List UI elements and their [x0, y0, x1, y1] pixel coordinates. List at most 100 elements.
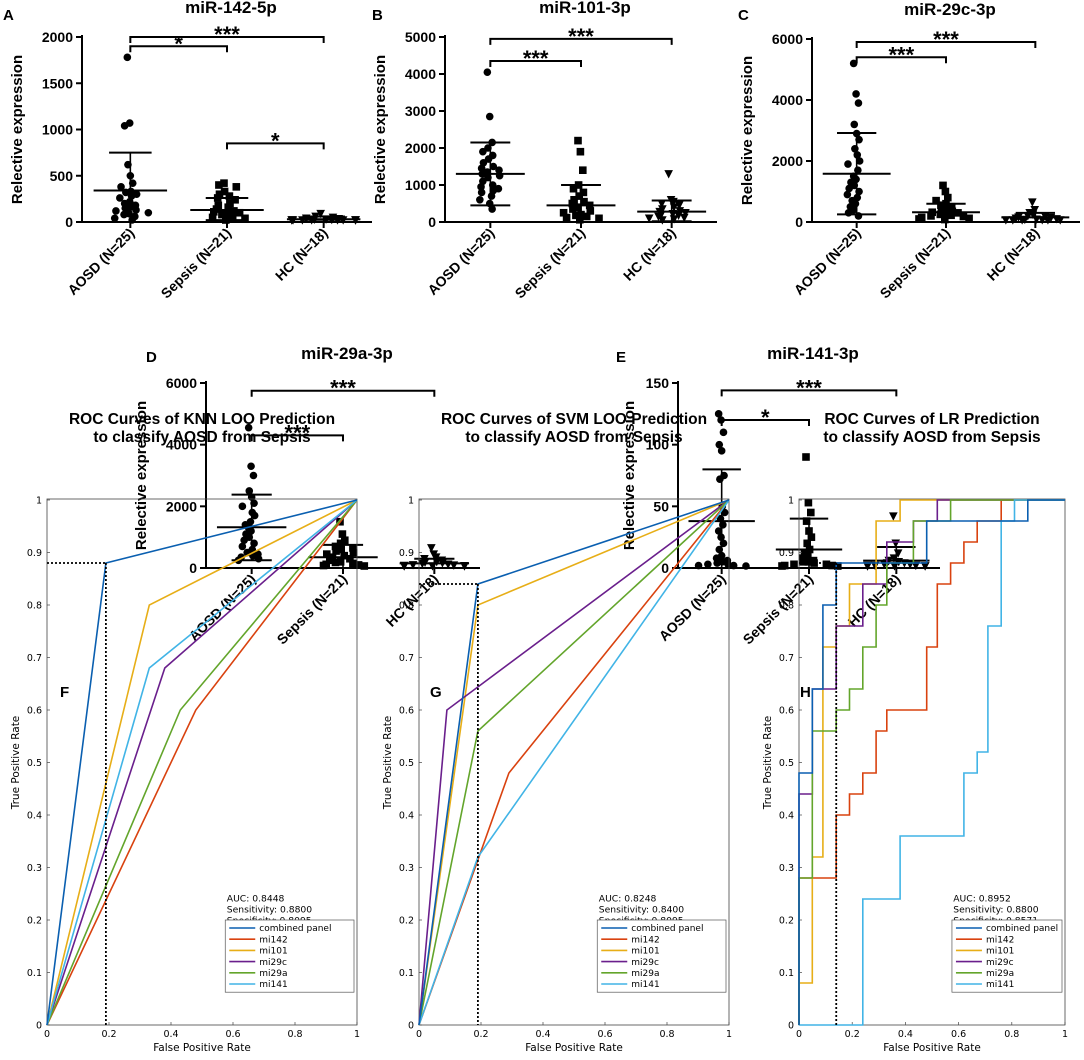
data-point [852, 90, 860, 98]
data-point [802, 517, 811, 525]
y-tick-label: 0.5 [27, 758, 42, 769]
y-tick-label: 0.1 [779, 968, 794, 979]
data-point [477, 164, 486, 173]
y-tick-label: 0.1 [399, 968, 414, 979]
x-tick-label: 0 [416, 1029, 422, 1040]
data-group: Sepsis (N=21) [877, 181, 980, 301]
roc-curve-mi141 [46, 499, 358, 1026]
significance-label: *** [568, 24, 594, 49]
data-point [427, 544, 436, 553]
x-tick-label: Sepsis (N=21) [274, 571, 351, 648]
y-tick-label: 100 [646, 437, 670, 453]
y-tick-label: 0.2 [399, 916, 414, 927]
data-point [855, 157, 864, 165]
data-point [559, 208, 568, 217]
data-point [936, 210, 945, 219]
data-point [110, 214, 119, 223]
y-tick-label: 1500 [42, 75, 73, 91]
data-point [911, 561, 921, 571]
legend-label: mi29c [986, 958, 1014, 968]
y-tick-label: 0.6 [399, 706, 414, 717]
data-point [716, 475, 724, 484]
chart-title-line: to classify AOSD from Sepsis [93, 429, 310, 446]
significance-bracket [720, 389, 898, 397]
data-point [218, 210, 226, 219]
significance-label: *** [284, 420, 310, 445]
y-tick-label: 0.9 [779, 548, 794, 559]
data-point [116, 194, 124, 202]
data-point [336, 539, 345, 548]
panel-letter: B [372, 7, 383, 24]
data-point [338, 530, 347, 538]
data-point [579, 166, 587, 174]
data-point [477, 183, 485, 191]
data-point [724, 560, 732, 569]
data-point [802, 453, 810, 461]
y-axis-label: Relective expression [372, 55, 389, 204]
data-point [870, 561, 880, 571]
x-tick-label: Sepsis (N=21) [740, 571, 817, 648]
x-tick-label: 0.2 [845, 1029, 860, 1040]
data-point [336, 558, 345, 566]
data-point [112, 207, 120, 215]
data-point [927, 212, 935, 220]
y-tick-label: 0.7 [27, 653, 42, 664]
y-axis-label: Relective expression [9, 55, 26, 204]
data-point [959, 212, 968, 221]
panel-letter: E [616, 349, 626, 366]
data-point [332, 547, 340, 555]
roc-curve-mi29c [418, 499, 730, 1026]
data-point [238, 542, 247, 551]
y-tick-label: 2000 [405, 140, 436, 156]
data-group: AOSD (N=25) [791, 59, 891, 298]
data-point [720, 508, 729, 517]
significance-bracket [489, 60, 582, 68]
data-point [845, 184, 853, 193]
data-point [123, 53, 132, 62]
y-axis-label: True Positive Rate [762, 716, 774, 811]
data-point [828, 561, 836, 570]
data-point [224, 203, 232, 211]
y-tick-label: 0.3 [779, 863, 794, 874]
significance-label: *** [796, 375, 822, 400]
data-point [807, 508, 815, 517]
significance-label: *** [888, 42, 914, 67]
y-tick-label: 0.2 [779, 916, 794, 927]
x-tick-label: 1 [1062, 1029, 1068, 1040]
roc-curve-mi29a [46, 499, 358, 1026]
data-point [947, 211, 955, 220]
data-point [354, 561, 363, 569]
y-axis-label: Relective expression [739, 56, 756, 205]
data-point [254, 554, 263, 563]
significance-label: *** [214, 22, 240, 47]
legend-label: mi141 [631, 980, 659, 990]
data-point [485, 112, 494, 121]
data-point [351, 216, 360, 225]
y-tick-label: 0 [788, 1021, 794, 1032]
data-point [244, 423, 253, 432]
x-tick-label: 1 [354, 1029, 360, 1040]
x-tick-label: HC (N=18) [984, 225, 1043, 284]
data-point [790, 560, 798, 569]
x-tick-label: HC (N=18) [620, 225, 679, 284]
data-point [804, 498, 813, 507]
data-point [574, 136, 582, 145]
y-axis-label: Relective expression [133, 401, 150, 550]
data-point [238, 502, 247, 511]
data-point [576, 215, 584, 224]
data-point [121, 204, 130, 212]
data-point [568, 199, 577, 208]
data-point [863, 562, 872, 571]
plot-frame [418, 498, 730, 1026]
y-tick-label: 0.4 [399, 811, 414, 822]
y-tick-label: 0 [65, 214, 73, 230]
data-point [844, 209, 853, 217]
x-tick-label: 0.8 [1004, 1029, 1019, 1040]
data-point [644, 214, 654, 223]
data-point [247, 462, 255, 471]
chart-title-line: ROC Curves of SVM LOO Prediction [441, 411, 707, 428]
x-tick-label: 0.4 [163, 1029, 178, 1040]
